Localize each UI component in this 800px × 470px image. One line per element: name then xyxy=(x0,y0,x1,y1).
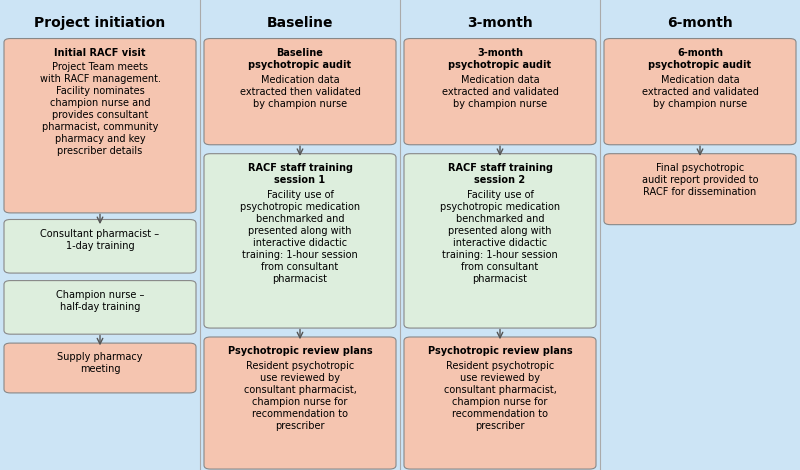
Text: 6-month
psychotropic audit: 6-month psychotropic audit xyxy=(649,48,751,70)
Text: Champion nurse –
half-day training: Champion nurse – half-day training xyxy=(56,290,144,312)
Text: Medication data
extracted then validated
by champion nurse: Medication data extracted then validated… xyxy=(239,75,361,109)
Text: RACF staff training
session 1: RACF staff training session 1 xyxy=(247,163,353,185)
FancyBboxPatch shape xyxy=(604,154,796,225)
Text: Psychotropic review plans: Psychotropic review plans xyxy=(228,346,372,356)
FancyBboxPatch shape xyxy=(4,343,196,393)
Text: Facility use of
psychotropic medication
benchmarked and
presented along with
int: Facility use of psychotropic medication … xyxy=(240,190,360,284)
Text: 3-month: 3-month xyxy=(467,16,533,31)
Text: RACF staff training
session 2: RACF staff training session 2 xyxy=(447,163,553,185)
FancyBboxPatch shape xyxy=(204,337,396,469)
Text: Consultant pharmacist –
1-day training: Consultant pharmacist – 1-day training xyxy=(41,229,159,251)
FancyBboxPatch shape xyxy=(4,281,196,334)
FancyBboxPatch shape xyxy=(404,154,596,328)
Text: Medication data
extracted and validated
by champion nurse: Medication data extracted and validated … xyxy=(642,75,758,109)
Text: Medication data
extracted and validated
by champion nurse: Medication data extracted and validated … xyxy=(442,75,558,109)
FancyBboxPatch shape xyxy=(4,219,196,273)
Text: Final psychotropic
audit report provided to
RACF for dissemination: Final psychotropic audit report provided… xyxy=(642,163,758,197)
Text: Project Team meets
with RACF management.
Facility nominates
champion nurse and
p: Project Team meets with RACF management.… xyxy=(39,63,161,157)
Text: Baseline: Baseline xyxy=(266,16,334,31)
Text: Project initiation: Project initiation xyxy=(34,16,166,31)
FancyBboxPatch shape xyxy=(404,337,596,469)
FancyBboxPatch shape xyxy=(4,39,196,213)
Text: Resident psychotropic
use reviewed by
consultant pharmacist,
champion nurse for
: Resident psychotropic use reviewed by co… xyxy=(443,361,557,431)
Text: Resident psychotropic
use reviewed by
consultant pharmacist,
champion nurse for
: Resident psychotropic use reviewed by co… xyxy=(243,361,357,431)
Text: 3-month
psychotropic audit: 3-month psychotropic audit xyxy=(449,48,551,70)
Text: Baseline
psychotropic audit: Baseline psychotropic audit xyxy=(249,48,351,70)
FancyBboxPatch shape xyxy=(204,39,396,145)
FancyBboxPatch shape xyxy=(604,39,796,145)
Text: Initial RACF visit: Initial RACF visit xyxy=(54,48,146,58)
Text: Facility use of
psychotropic medication
benchmarked and
presented along with
int: Facility use of psychotropic medication … xyxy=(440,190,560,284)
Text: 6-month: 6-month xyxy=(667,16,733,31)
Text: Psychotropic review plans: Psychotropic review plans xyxy=(428,346,572,356)
Text: Supply pharmacy
meeting: Supply pharmacy meeting xyxy=(58,352,142,375)
FancyBboxPatch shape xyxy=(204,154,396,328)
FancyBboxPatch shape xyxy=(404,39,596,145)
